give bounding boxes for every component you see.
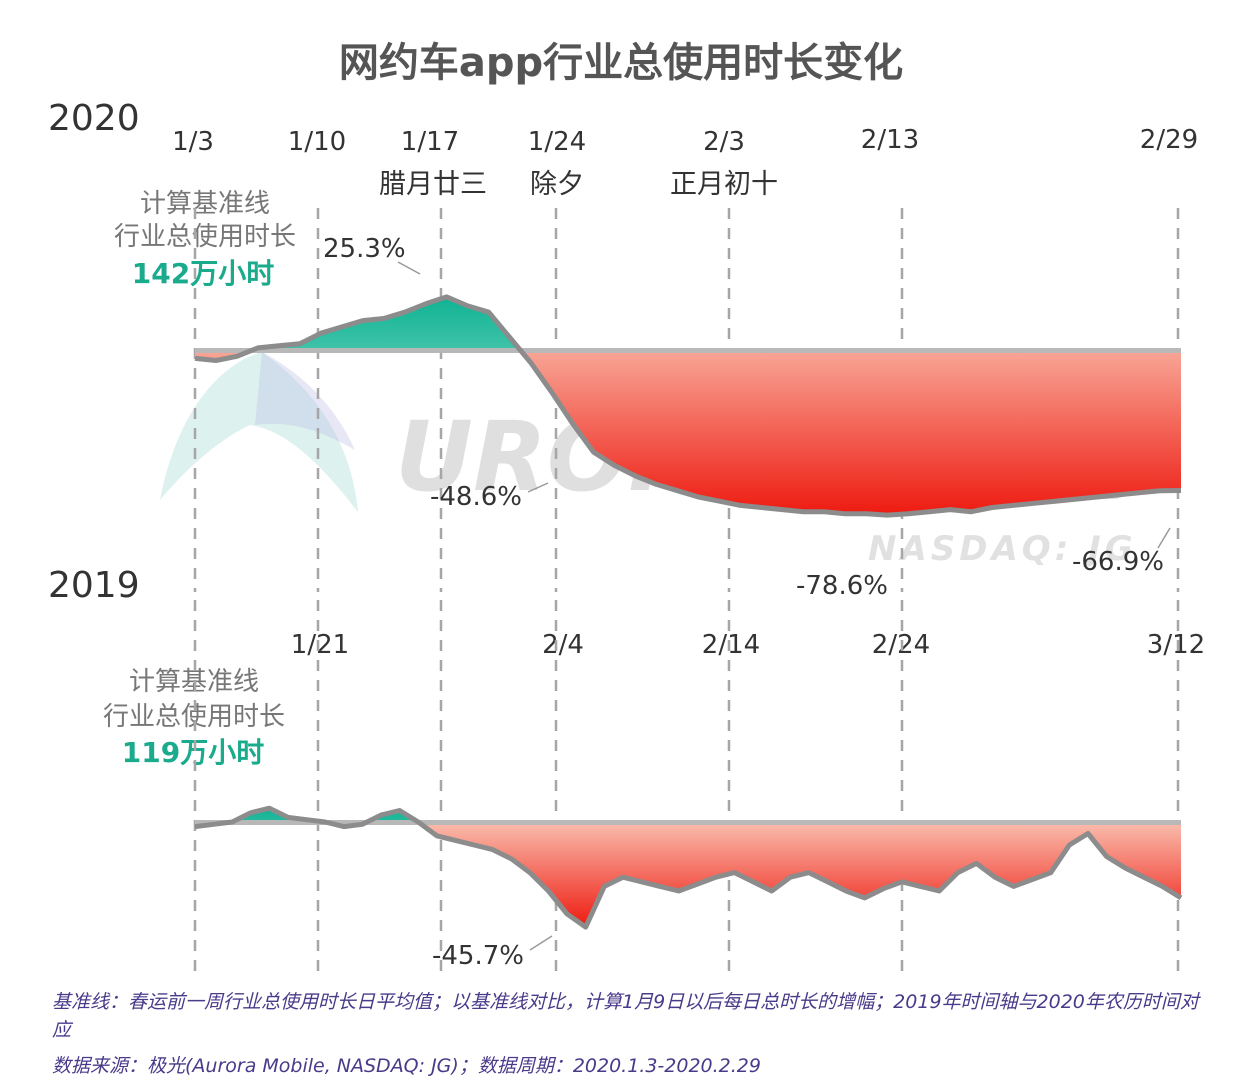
festival-label: 正月初十 (670, 169, 778, 200)
series-line-2019 (194, 805, 1183, 930)
footnote-definition: 基准线：春运前一周行业总使用时长日平均值；以基准线对比，计算1月9日以后每日总时… (52, 991, 1199, 1041)
tick-label: 1/17 (401, 127, 459, 157)
chart-title: 网约车app行业总使用时长变化 (339, 40, 903, 86)
positive-area-2020 (195, 296, 1181, 350)
year-label-2019: 2019 (48, 565, 140, 606)
annotation-last: -66.9% (1072, 547, 1164, 577)
annotation-min: -78.6% (796, 571, 888, 601)
series-line-2020 (194, 294, 1182, 518)
baseline-info-2019: 计算基准线 行业总使用时长 119万小时 (103, 667, 285, 769)
tick-label: 2/4 (542, 630, 584, 660)
tick-label: 2/29 (1140, 125, 1198, 155)
negative-area-2019 (195, 822, 1181, 928)
x-tick-labels-2020: 1/3 1/10 1/17 1/24 2/3 2/13 2/29 (172, 125, 1198, 157)
aurora-logo-accent-icon (255, 352, 355, 450)
annotations-2020: 25.3% -48.6% -78.6% -66.9% (323, 234, 1171, 601)
baseline-value: 142万小时 (132, 257, 274, 290)
tick-label: 1/3 (172, 127, 214, 157)
footnote-source: 数据来源：极光(Aurora Mobile, NASDAQ: JG)；数据周期：… (52, 1055, 761, 1077)
festival-labels: 腊月廿三 除夕 正月初十 (379, 169, 778, 200)
watermark-sub-text: NASDAQ: JG (868, 529, 1137, 569)
negative-area-2020 (195, 350, 1181, 516)
baseline-label-line1: 计算基准线 (140, 189, 270, 219)
panel-2019: 2019 1/21 2/4 2/14 2/24 3/12 计算基准线 行业总使用… (48, 565, 1205, 975)
tick-label: 1/21 (291, 630, 349, 660)
tick-label: 1/10 (288, 127, 346, 157)
baseline-info-2020: 计算基准线 行业总使用时长 142万小时 (114, 189, 296, 290)
annotation-leader (527, 482, 549, 493)
aurora-logo-icon (160, 352, 358, 512)
x-tick-labels-2019: 1/21 2/4 2/14 2/24 3/12 (291, 630, 1205, 660)
tick-label: 2/14 (702, 630, 760, 660)
annotation-leader (397, 261, 421, 275)
vertical-guides-2020 (193, 208, 1180, 592)
annotation-leader (1157, 527, 1171, 549)
annotation-leader (529, 935, 553, 951)
annotation-peak: 25.3% (323, 234, 406, 264)
tick-label: 1/24 (528, 127, 586, 157)
baseline-label-line2: 行业总使用时长 (114, 222, 296, 252)
baseline-value: 119万小时 (122, 736, 264, 769)
year-label-2020: 2020 (48, 98, 140, 139)
panel-2020: 2020 1/3 1/10 1/17 1/24 2/3 2/13 2/29 腊月… (48, 98, 1198, 601)
tick-label: 2/3 (703, 127, 745, 157)
tick-label: 3/12 (1147, 630, 1205, 660)
vertical-guides-2019 (193, 600, 1180, 975)
baseline-bar-2019 (195, 820, 1181, 825)
annotations-2019: -45.7% (432, 935, 553, 971)
baseline-bar-2020 (195, 348, 1181, 353)
festival-label: 除夕 (530, 169, 584, 200)
festival-label: 腊月廿三 (379, 169, 487, 200)
tick-label: 2/13 (861, 125, 919, 155)
annotation-min: -45.7% (432, 941, 524, 971)
annotation-eve: -48.6% (430, 482, 522, 512)
